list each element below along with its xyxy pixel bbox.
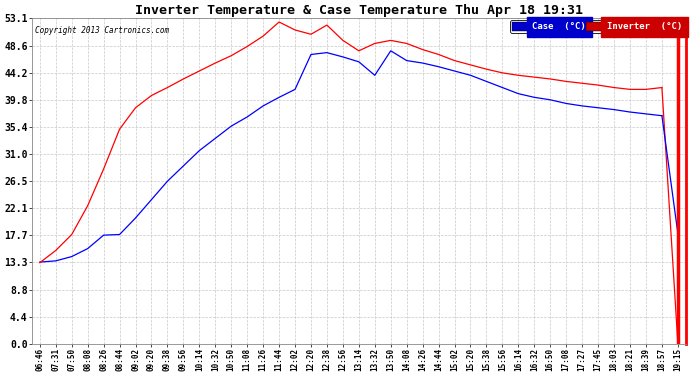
Title: Inverter Temperature & Case Temperature Thu Apr 18 19:31: Inverter Temperature & Case Temperature … (135, 4, 583, 17)
Legend: Case  (°C), Inverter  (°C): Case (°C), Inverter (°C) (510, 20, 684, 33)
Text: Copyright 2013 Cartronics.com: Copyright 2013 Cartronics.com (35, 27, 169, 36)
